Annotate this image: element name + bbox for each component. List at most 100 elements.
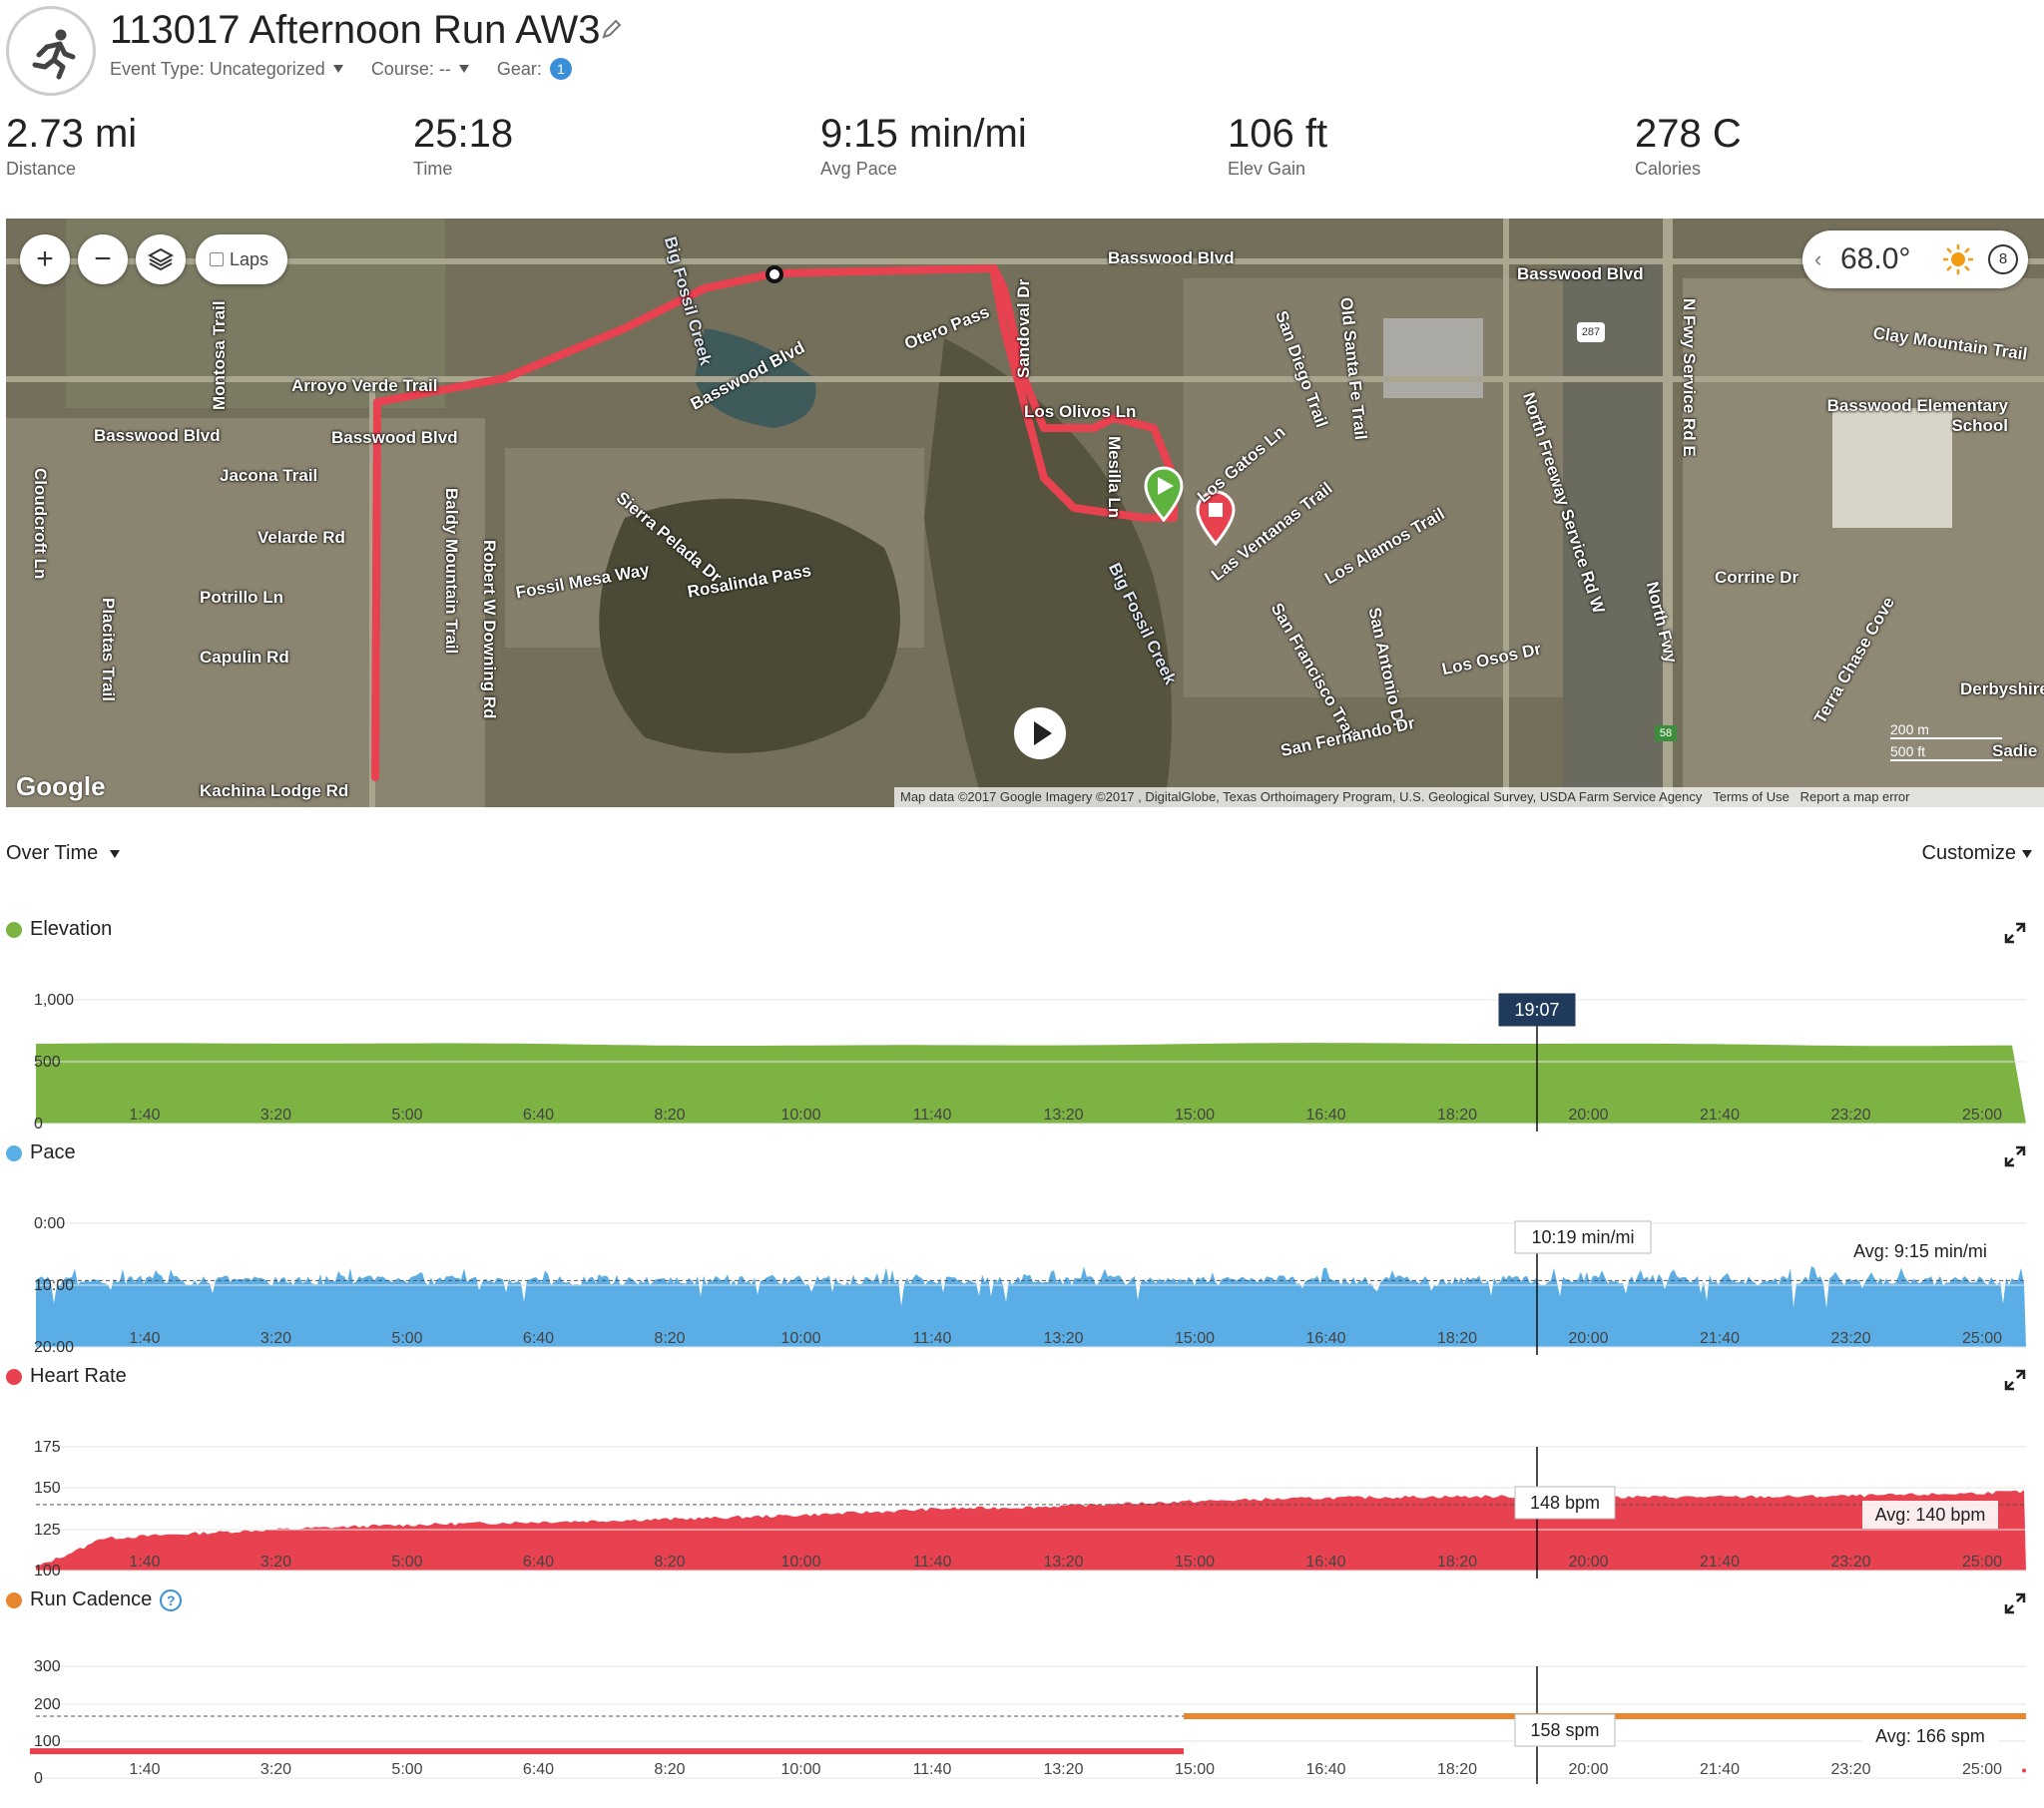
street-label: Basswood Blvd [1108,248,1235,267]
street-label: Arroyo Verde Trail [291,376,438,395]
x-tick-label: 20:00 [1568,1554,1608,1571]
x-tick-label: 13:20 [1043,1107,1083,1124]
x-tick-label: 6:40 [523,1330,554,1347]
customize-label: Customize [1921,842,2016,864]
pace-plot[interactable]: 0:00 10:00 20:00 1:40 3:20 5:00 6:40 8:20 10:00 1… [0,1171,2044,1361]
over-time-dropdown[interactable]: Over Time [6,842,121,865]
x-tick-label: 25:00 [1962,1107,2002,1124]
x-tick-label: 13:20 [1043,1761,1083,1778]
x-tick-label: 21:40 [1700,1330,1740,1347]
y-tick-label: 0 [34,1116,43,1132]
chart-title-text: Run Cadence [30,1588,153,1610]
x-tick-label: 5:00 [391,1107,422,1124]
highway-shield-icon: 58 [1655,725,1677,741]
x-tick-label: 11:40 [913,1330,952,1347]
expand-icon[interactable] [2004,922,2026,944]
x-tick-label: 15:00 [1175,1107,1215,1124]
street-label: Basswood Blvd [331,428,458,447]
layers-button[interactable] [136,234,186,284]
x-tick-label: 10:00 [780,1761,820,1778]
tooltip-text: 10:19 min/mi [1531,1227,1634,1247]
x-tick-label: 23:20 [1830,1554,1870,1571]
gear-count-badge: 1 [549,58,572,80]
stat-avg-pace: 9:15 min/mi Avg Pace [820,112,1027,180]
x-tick-label: 25:00 [1962,1554,2002,1571]
terms-link[interactable]: Terms of Use [1713,789,1789,804]
tooltip-box [1514,1713,1616,1747]
x-tick-label: 1:40 [129,1554,160,1571]
avg-box [1862,1501,1998,1529]
report-error-link[interactable]: Report a map error [1799,789,1910,804]
tooltip-box [1514,1486,1616,1520]
x-tick-label: 1:40 [129,1107,160,1124]
laps-toggle[interactable]: Laps [196,234,287,284]
play-icon [1016,709,1064,757]
y-tick-label: 100 [34,1563,61,1580]
x-tick-label: 10:00 [780,1107,820,1124]
expand-icon[interactable] [2004,1592,2026,1614]
y-tick-label: 0 [34,1770,43,1784]
pace-area [36,1265,2026,1347]
scale-imperial: 500 ft [1890,743,2002,761]
x-tick-label: 16:40 [1305,1554,1345,1571]
elevation-plot[interactable]: 1,000 500 0 1:40 3:20 5:00 6:40 8:20 10:00 11:40 1… [0,948,2044,1137]
y-tick-label: 500 [34,1054,61,1071]
x-tick-label: 15:00 [1175,1554,1215,1571]
stat-label: Calories [1635,159,1702,179]
street-label: Basswood Blvd [94,426,221,445]
heart-rate-plot[interactable]: 175 150 125 100 1:40 3:20 5:00 6:40 8:20 10:00 11:… [0,1395,2044,1584]
x-tick-label: 23:20 [1830,1107,1870,1124]
help-icon[interactable]: ? [160,1588,183,1611]
stat-value: 278 C [1635,112,1742,156]
x-tick-label: 20:00 [1568,1761,1608,1778]
customize-dropdown[interactable]: Customize [1922,842,2032,865]
pencil-icon[interactable] [601,18,623,40]
x-tick-label: 25:00 [1962,1761,2002,1778]
x-tick-label: 21:40 [1700,1761,1740,1778]
x-tick-label: 3:20 [260,1107,291,1124]
stat-label: Time [413,159,453,179]
route-map[interactable]: Basswood Blvd Basswood Blvd Basswood Blv… [6,219,2044,807]
course-dropdown[interactable]: Course: -- [371,59,469,80]
x-tick-label: 23:20 [1830,1761,1870,1778]
x-tick-label: 15:00 [1175,1330,1215,1347]
expand-icon[interactable] [2004,1369,2026,1391]
chevron-down-icon [2022,849,2032,858]
start-marker-icon[interactable] [1142,466,1186,527]
x-tick-label: 8:20 [654,1761,685,1778]
running-icon [6,6,96,96]
tooltip-text: 148 bpm [1530,1493,1600,1513]
y-tick-label: 1,000 [34,992,74,1009]
zoom-out-button[interactable]: − [78,234,128,284]
street-label: Robert W Downing Rd [480,540,499,719]
cadence-plot[interactable]: 300 200 100 0 1:40 3:20 5:00 6:40 8:20 10:00 11:40… [0,1618,2044,1784]
legend-dot [6,1144,22,1161]
chevron-left-icon[interactable]: ‹ [1814,246,1822,271]
x-tick-label: 20:00 [1568,1330,1608,1347]
school-label: Basswood Elementary School [1826,396,2008,435]
expand-icon[interactable] [2004,1145,2026,1167]
zoom-in-button[interactable]: + [20,234,70,284]
play-button[interactable] [1014,707,1066,759]
x-tick-label: 6:40 [523,1761,554,1778]
x-tick-label: 11:40 [913,1761,952,1778]
chart-title: Pace [6,1141,76,1164]
finish-marker-icon[interactable] [1194,490,1238,551]
map-scale: 200 m 500 ft [1890,721,2002,765]
x-tick-label: 16:40 [1305,1330,1345,1347]
x-tick-label: 10:00 [780,1554,820,1571]
street-label: Mesilla Ln [1105,436,1124,519]
x-tick-label: 5:00 [391,1761,422,1778]
y-tick-label: 150 [34,1480,61,1497]
avg-box [1832,1237,2008,1265]
street-label: N Fwy Service Rd E [1680,298,1699,457]
street-label: Montosa Trail [210,300,229,410]
x-tick-label: 13:20 [1043,1554,1083,1571]
gear-selector[interactable]: Gear: 1 [497,58,572,80]
event-type-dropdown[interactable]: Event Type: Uncategorized [110,59,343,80]
legend-dot [6,921,22,938]
scale-metric: 200 m [1890,721,2002,739]
laps-checkbox[interactable] [210,252,224,266]
weather-widget[interactable]: ‹ 68.0° 8 [1802,230,2028,288]
sun-icon [1943,244,1973,274]
